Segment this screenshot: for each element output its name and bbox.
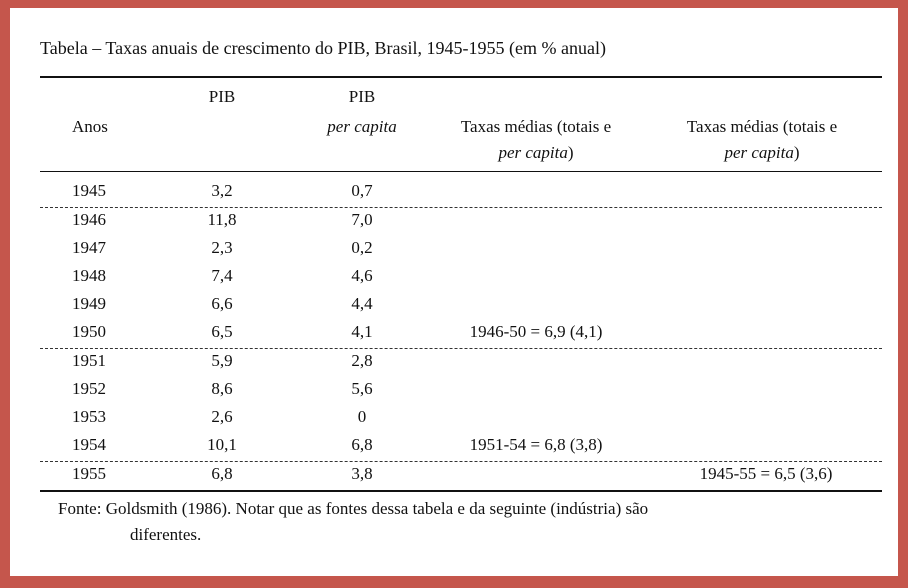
header-col5-line2: per capita) — [724, 142, 799, 164]
cell-media-periodo: 1945-55 = 6,5 (3,6) — [699, 464, 833, 483]
cell-ano: 1951 — [72, 351, 106, 370]
cell-pib-pc: 0 — [357, 407, 367, 426]
footnote-line2: diferentes. — [130, 525, 202, 544]
cell-pib: 7,4 — [211, 266, 233, 285]
cell-pib: 5,9 — [211, 351, 233, 370]
cell-pib-pc: 6,8 — [351, 435, 373, 454]
cell-pib: 11,8 — [207, 210, 237, 229]
cell-pib-pc: 4,1 — [351, 322, 373, 341]
cell-pib: 2,6 — [211, 407, 233, 426]
cell-ano: 1947 — [72, 238, 106, 257]
cell-pib: 6,5 — [211, 322, 233, 341]
header-col4-end: ) — [567, 143, 574, 162]
header-col4-italic: per capita — [498, 143, 568, 162]
cell-pib-pc: 0,7 — [351, 181, 373, 200]
dashed-separator — [40, 207, 882, 208]
dashed-separator — [40, 461, 882, 462]
header-pib-pc-line1: PIB — [348, 87, 376, 106]
cell-pib-pc: 3,8 — [351, 464, 373, 483]
header-anos: Anos — [72, 117, 108, 136]
cell-pib-pc: 0,2 — [351, 238, 373, 257]
dashed-separator — [40, 348, 882, 349]
header-col5-line1: Taxas médias (totais e — [686, 117, 838, 136]
header-col4-line1: Taxas médias (totais e — [460, 117, 612, 136]
cell-pib: 2,3 — [211, 238, 233, 257]
header-col4-line2: per capita) — [498, 142, 573, 164]
cell-ano: 1949 — [72, 294, 106, 313]
cell-pib-pc: 7,0 — [351, 210, 373, 229]
table-footnote: Fonte: Goldsmith (1986). Notar que as fo… — [58, 496, 888, 548]
cell-pib: 6,8 — [211, 464, 233, 483]
cell-pib-pc: 2,8 — [351, 351, 373, 370]
cell-media-subperiodo: 1951-54 = 6,8 (3,8) — [469, 435, 603, 454]
cell-pib: 8,6 — [211, 379, 233, 398]
header-col5-end: ) — [793, 143, 800, 162]
cell-ano: 1950 — [72, 322, 106, 341]
cell-ano: 1955 — [72, 464, 106, 483]
cell-pib: 6,6 — [211, 294, 233, 313]
cell-media-subperiodo: 1946-50 = 6,9 (4,1) — [469, 322, 603, 341]
top-rule — [40, 76, 882, 78]
cell-ano: 1954 — [72, 435, 106, 454]
header-pib-pc-line2: per capita — [327, 117, 397, 136]
header-rule — [40, 171, 882, 172]
cell-pib-pc: 4,6 — [351, 266, 373, 285]
table-caption: Tabela – Taxas anuais de crescimento do … — [40, 38, 606, 58]
bottom-rule — [40, 490, 882, 492]
cell-ano: 1945 — [72, 181, 106, 200]
cell-pib: 10,1 — [207, 435, 237, 454]
cell-pib: 3,2 — [211, 181, 233, 200]
cell-ano: 1946 — [72, 210, 106, 229]
header-pib: PIB — [208, 87, 236, 106]
cell-pib-pc: 5,6 — [351, 379, 373, 398]
cell-ano: 1948 — [72, 266, 106, 285]
cell-pib-pc: 4,4 — [351, 294, 373, 313]
table-panel: Tabela – Taxas anuais de crescimento do … — [10, 8, 898, 576]
footnote-line1: Fonte: Goldsmith (1986). Notar que as fo… — [58, 499, 649, 518]
header-col5-italic: per capita — [724, 143, 794, 162]
cell-ano: 1952 — [72, 379, 106, 398]
cell-ano: 1953 — [72, 407, 106, 426]
